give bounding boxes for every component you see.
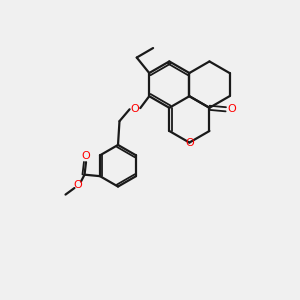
Text: O: O xyxy=(227,104,236,114)
Text: O: O xyxy=(82,151,90,160)
Text: O: O xyxy=(185,138,194,148)
Text: O: O xyxy=(74,180,82,190)
Text: O: O xyxy=(130,104,139,114)
